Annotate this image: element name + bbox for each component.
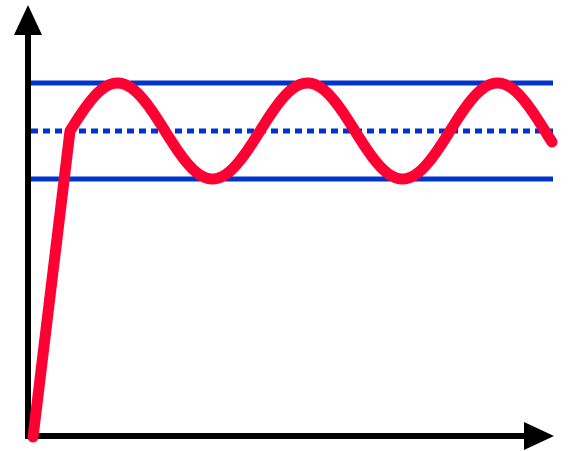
y-axis-arrowhead — [14, 5, 42, 35]
signal-curve — [27, 77, 558, 443]
x-axis-arrowhead — [524, 422, 554, 450]
